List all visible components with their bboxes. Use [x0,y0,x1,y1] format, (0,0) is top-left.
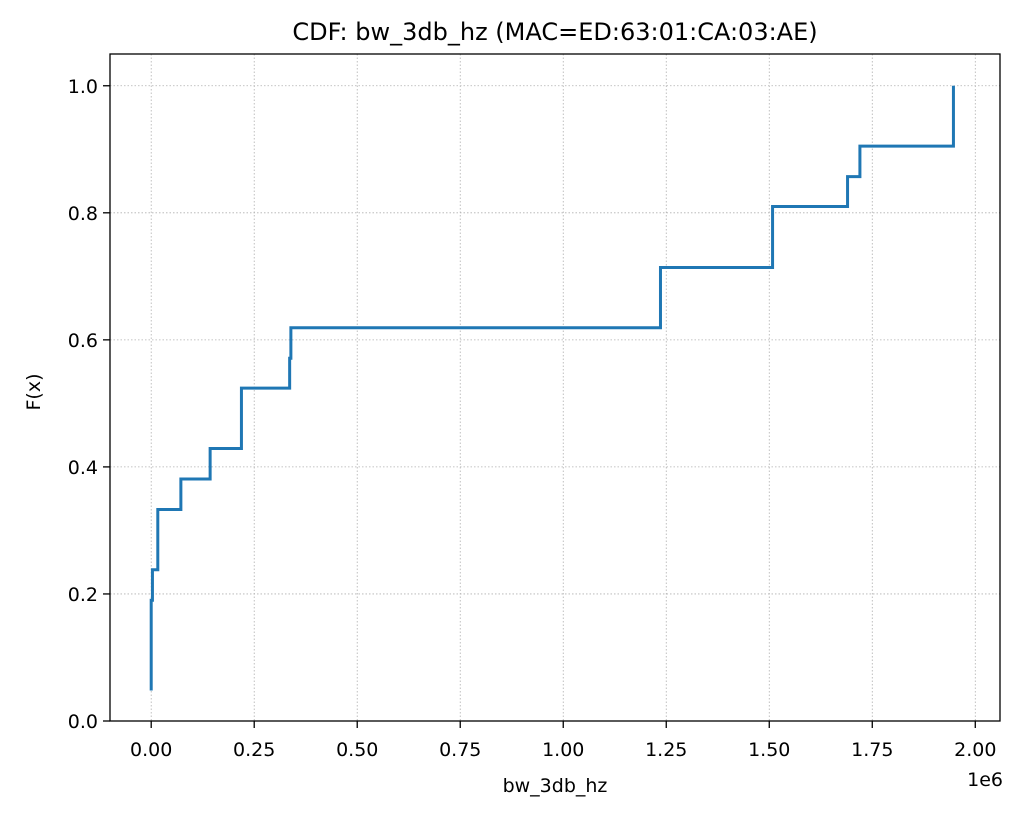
x-tick-label: 0.25 [233,739,275,761]
x-tick-label: 1.50 [748,739,790,761]
x-offset-text: 1e6 [967,769,1003,791]
y-tick-label: 1.0 [68,76,98,98]
y-tick-label: 0.8 [68,203,98,225]
cdf-step-line [149,85,955,691]
x-axis-ticks: 0.00 0.25 0.50 0.75 1.00 1.25 1.50 1.75 2.00 [130,721,996,761]
y-axis-ticks: 0.0 0.2 0.4 0.6 0.8 1.0 [68,76,110,733]
x-tick-label: 2.00 [954,739,996,761]
y-tick-label: 0.6 [68,330,98,352]
x-tick-label: 1.25 [645,739,687,761]
x-axis-label: bw_3db_hz [503,775,608,797]
axes-frame [109,53,1001,722]
y-axis-label: F(x) [23,374,45,411]
y-tick-label: 0.2 [68,584,98,606]
y-tick-label: 0.4 [68,457,98,479]
x-tick-label: 1.75 [851,739,893,761]
y-tick-label: 0.0 [68,711,98,733]
plot-area [149,85,955,691]
chart-title: CDF: bw_3db_hz (MAC=ED:63:01:CA:03:AE) [292,18,817,46]
x-tick-label: 0.50 [336,739,378,761]
x-tick-label: 1.00 [542,739,584,761]
x-tick-label: 0.00 [130,739,172,761]
x-tick-label: 0.75 [439,739,481,761]
